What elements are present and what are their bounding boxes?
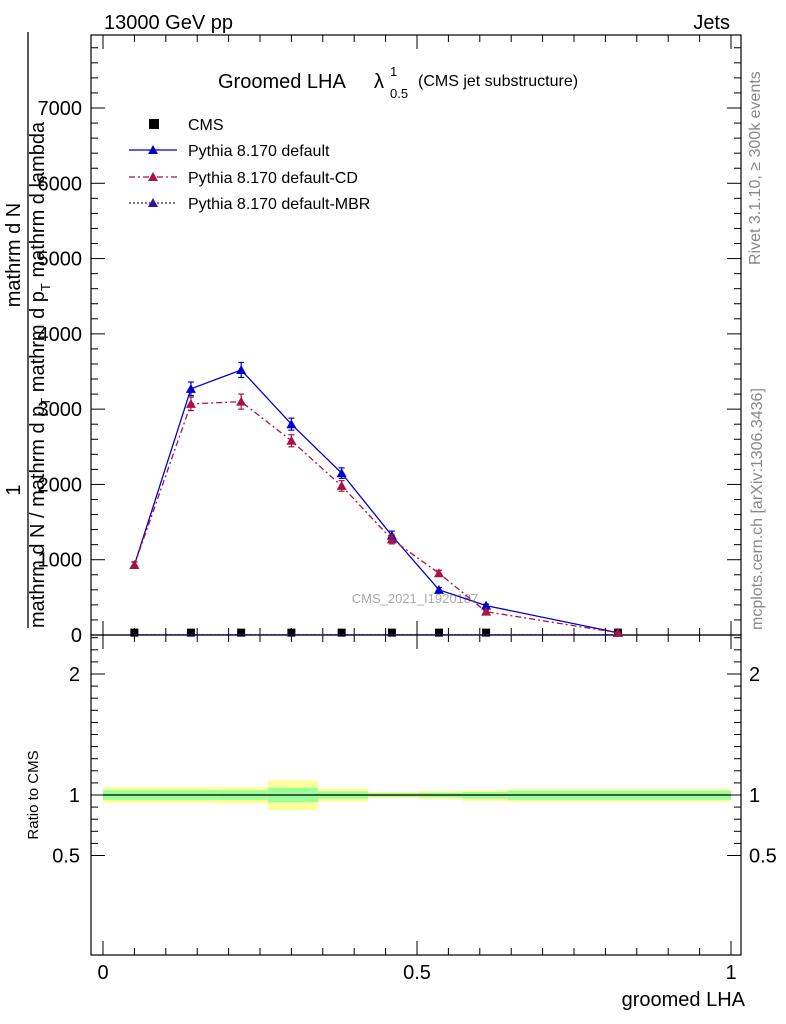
legend-label: Pythia 8.170 default-CD (188, 170, 358, 187)
y-tick-label-ratio: 1 (69, 785, 80, 807)
series-marker (236, 364, 247, 374)
analysis-watermark: CMS_2021_I1920187 (352, 591, 479, 606)
series-marker (433, 584, 444, 594)
y-label-denom-part2: mathrm d p (27, 291, 49, 398)
header-process: Jets (693, 12, 730, 34)
cms-data-point (482, 628, 491, 637)
x-axis-label: groomed LHA (622, 989, 746, 1011)
x-tick-label: 1 (725, 962, 736, 984)
y-label-denominator: mathrm d N / mathrm d pT mathrm d pT mat… (27, 121, 53, 628)
header-energy: 13000 GeV pp (104, 12, 233, 34)
y-label-numerator: mathrm d N (3, 203, 25, 307)
series-marker (185, 383, 196, 393)
legend-label: Pythia 8.170 default (188, 143, 330, 160)
title-note: (CMS jet substructure) (418, 73, 578, 90)
y-tick-label-ratio-right: 0.5 (749, 846, 777, 868)
title-sub: 0.5 (390, 86, 408, 101)
y-tick-label-ratio: 2 (69, 664, 80, 686)
y-tick-label-main: 2000 (38, 474, 83, 496)
title-main: Groomed LHA (218, 71, 346, 93)
series-marker (433, 568, 444, 578)
series-layer (129, 361, 623, 637)
cms-data-point (130, 628, 139, 637)
y-tick-label-main: 0 (71, 625, 82, 647)
legend-entry: Pythia 8.170 default-MBR (129, 196, 370, 213)
ratio-axis-ticks: 0.5 0.5 1 1 2 2 0 0.5 1 (52, 635, 777, 984)
y-tick-label-main: 1000 (38, 550, 83, 572)
legend: CMS Pythia 8.170 default Pythia 8.170 defa… (129, 117, 370, 213)
series-marker (336, 480, 347, 490)
y-label-one: 1 (3, 484, 25, 495)
y-tick-label-main: 5000 (38, 249, 83, 271)
y-axis-label-main: 1 mathrm d N mathrm d N / mathrm d pT ma… (3, 32, 53, 628)
legend-entry: CMS (149, 117, 224, 134)
legend-label: Pythia 8.170 default-MBR (188, 196, 370, 213)
series-2 (129, 393, 623, 637)
y-label-denom-part1: mathrm d N / mathrm d p (27, 406, 49, 628)
y-tick-label-main: 7000 (38, 98, 83, 120)
legend-marker (148, 198, 158, 207)
series-marker (386, 534, 397, 544)
series-marker (185, 398, 196, 408)
y-tick-label-main: 4000 (38, 324, 83, 346)
series-marker (481, 600, 492, 610)
legend-entry: Pythia 8.170 default (129, 143, 330, 160)
mcplots-label: mcplots.cern.ch [arXiv:1306.3436] (749, 388, 766, 630)
series-marker (336, 468, 347, 478)
legend-marker (149, 119, 159, 129)
series-marker (286, 435, 297, 445)
y-tick-label-ratio-right: 1 (749, 785, 760, 807)
series-marker (481, 606, 492, 616)
cms-data-point (434, 628, 443, 637)
series-marker (236, 396, 247, 406)
cms-data-point (287, 628, 296, 637)
series-marker (286, 419, 297, 429)
x-tick-label: 0 (97, 962, 108, 984)
legend-entry: Pythia 8.170 default-CD (129, 170, 358, 187)
cms-data-point (337, 628, 346, 637)
ratio-bands (103, 780, 731, 811)
main-axis-ticks: 0 1000 2000 3000 4000 5000 6000 7000 (38, 35, 741, 647)
cms-data-point (237, 628, 246, 637)
y-tick-label-main: 3000 (38, 399, 83, 421)
cms-data-point (387, 628, 396, 637)
rivet-label: Rivet 3.1.10, ≥ 300k events (747, 71, 764, 265)
series-marker (129, 559, 140, 569)
legend-marker (148, 145, 158, 154)
y-label-denom-part3: mathrm d lambda (27, 121, 49, 283)
title-lambda: λ (374, 71, 384, 93)
plot-title: Groomed LHA λ 1 0.5 (CMS jet substructur… (218, 64, 578, 101)
y-label-denom-sub2: T (38, 283, 53, 291)
legend-label: CMS (188, 117, 224, 134)
y-label-denom-sub1: T (38, 398, 53, 406)
y-axis-label-ratio: Ratio to CMS (25, 750, 42, 839)
title-sup: 1 (390, 64, 397, 79)
y-tick-label-ratio-right: 2 (749, 664, 760, 686)
x-tick-label: 0.5 (403, 962, 431, 984)
legend-marker (148, 172, 158, 181)
y-tick-label-ratio: 0.5 (52, 846, 80, 868)
cms-data-point (186, 628, 195, 637)
y-tick-label-main: 6000 (38, 173, 83, 195)
